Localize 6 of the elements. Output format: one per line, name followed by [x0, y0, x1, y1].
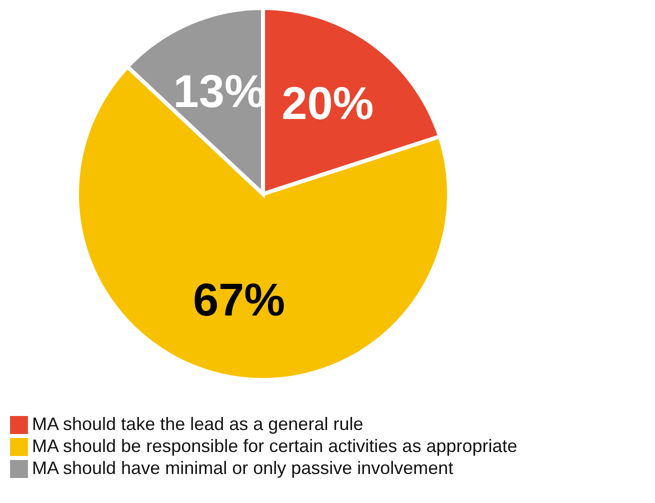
- legend-label: MA should have minimal or only passive involvement: [32, 458, 454, 478]
- data-label: 67%: [192, 273, 286, 326]
- data-label: 20%: [282, 77, 374, 130]
- data-label: 13%: [173, 65, 266, 118]
- legend-label: MA should take the lead as a general rule: [32, 414, 364, 434]
- legend-label: MA should be responsible for certain activities as appropriate: [32, 436, 518, 456]
